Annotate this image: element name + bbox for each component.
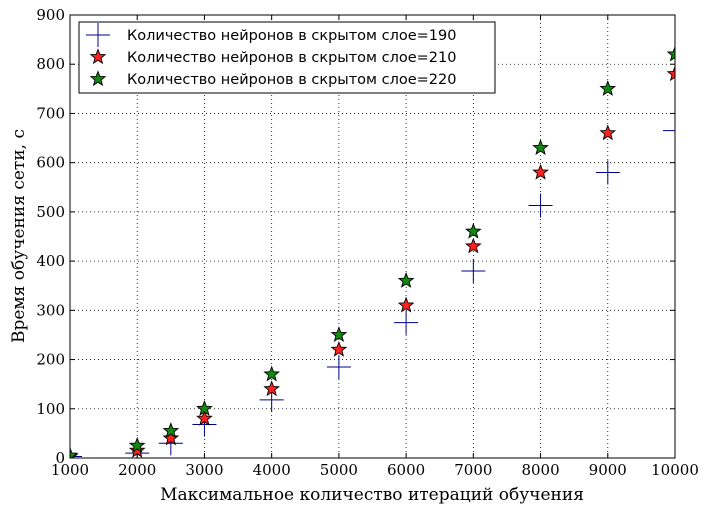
data-point [326,354,351,379]
data-point [162,429,180,446]
data-point [70,446,79,458]
series-2 [70,65,675,458]
data-point [666,65,675,82]
legend-entry: Количество нейронов в скрытом слое=190 [86,23,456,47]
legend-marker [89,48,107,65]
plot-frame [69,14,676,459]
x-tick-label: 6000 [387,461,425,479]
data-point [196,400,213,416]
data-point [599,80,617,96]
y-tick-label: 300 [36,301,65,319]
data-point [599,124,617,141]
data-point [330,340,348,357]
data-point [465,237,482,254]
x-tick-label: 7000 [454,461,492,479]
x-tick-label: 2000 [118,461,156,479]
data-point [196,409,213,426]
x-tick-label: 1000 [51,461,89,479]
y-tick-label: 100 [36,400,65,418]
legend-marker [86,23,110,47]
legend-label: Количество нейронов в скрытом слое=190 [127,28,456,44]
y-tick-label: 500 [36,203,65,221]
legend-entry: Количество нейронов в скрытом слое=210 [89,48,456,66]
data-point [595,160,620,185]
data-points [70,45,675,458]
legend: Количество нейронов в скрытом слое=190 Ко… [78,21,496,94]
x-tick-label: 3000 [185,461,223,479]
data-point [330,326,348,343]
y-axis-label: Время обучения сети, с [9,129,29,343]
y-tick-label: 200 [36,351,65,369]
data-point [263,380,280,397]
data-point [465,222,482,239]
data-point [666,45,675,62]
tick-labels: 1000 2000 3000 4000 5000 6000 7000 8000 9000 1000… [36,6,699,479]
x-tick-label: 5000 [320,461,358,479]
y-tick-label: 900 [36,6,65,24]
data-point [397,296,415,313]
legend-entry: Количество нейронов в скрытом слое=220 [89,70,456,88]
data-point [461,258,486,283]
y-tick-label: 800 [36,55,65,73]
x-tick-label: 8000 [521,461,559,479]
y-tick-label: 600 [36,154,65,172]
x-tick-label: 9000 [589,461,627,479]
data-point [528,193,553,218]
legend-marker [89,70,107,87]
data-point [263,365,280,382]
x-axis-label: Максимальное количество итераций обучени… [160,485,584,505]
series-1 [70,118,675,458]
legend-box [78,21,496,94]
grid [70,15,675,458]
y-tick-label: 700 [36,104,65,122]
data-point [70,444,82,458]
legend-label: Количество нейронов в скрытом слое=220 [127,72,456,88]
data-point [128,436,146,453]
data-point [394,310,419,335]
data-point [128,441,146,458]
x-tick-label: 10000 [651,461,699,479]
legend-label: Количество нейронов в скрытом слое=210 [127,50,456,66]
data-point [532,163,549,180]
y-tick-label: 0 [55,449,65,467]
data-point [663,118,675,143]
data-point [397,272,415,288]
series-3 [70,45,675,458]
x-tick-label: 4000 [253,461,291,479]
y-tick-label: 400 [36,252,65,270]
data-point [532,139,549,155]
data-point [162,422,180,439]
